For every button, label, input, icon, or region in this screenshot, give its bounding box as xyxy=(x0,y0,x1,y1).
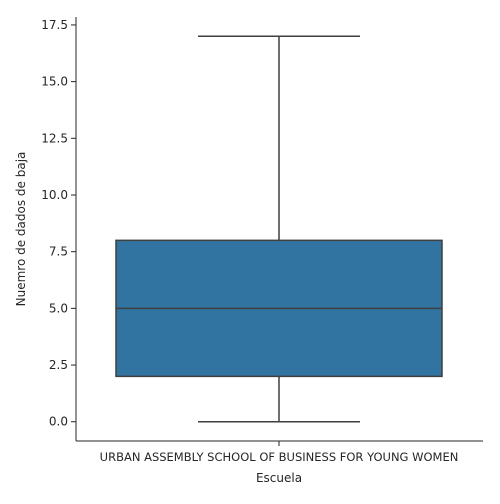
y-axis-label: Nuemro de dados de baja xyxy=(14,152,28,307)
y-tick-label: 7.5 xyxy=(49,245,68,259)
box-group xyxy=(115,35,443,423)
x-axis-label: Escuela xyxy=(256,471,302,485)
x-tick-label: URBAN ASSEMBLY SCHOOL OF BUSINESS FOR YO… xyxy=(100,450,459,464)
y-tick-label: 2.5 xyxy=(49,358,68,372)
y-tick-label: 17.5 xyxy=(41,18,68,32)
y-tick-label: 5.0 xyxy=(49,301,68,315)
y-tick-label: 12.5 xyxy=(41,131,68,145)
y-tick-label: 0.0 xyxy=(49,415,68,429)
y-tick-label: 15.0 xyxy=(41,75,68,89)
y-axis-ticks: 0.0 2.5 5.0 7.5 10.0 12.5 15.0 17.5 xyxy=(41,18,76,429)
y-tick-label: 10.0 xyxy=(41,188,68,202)
